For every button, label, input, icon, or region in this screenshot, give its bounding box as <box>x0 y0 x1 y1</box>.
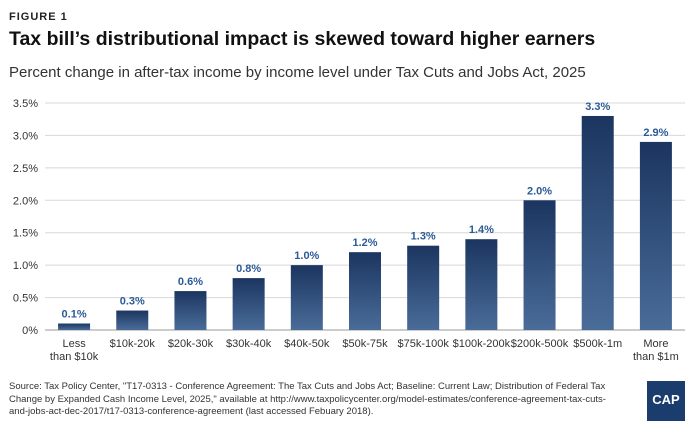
bar <box>116 310 149 330</box>
logo-background <box>647 381 685 421</box>
x-tick-label: $500k-1m <box>573 338 622 350</box>
bar <box>349 252 381 330</box>
chart-title: Tax bill’s distributional impact is skew… <box>9 28 596 50</box>
x-tick-label: $40k-50k <box>284 338 330 350</box>
y-tick-label: 1.0% <box>13 260 38 272</box>
x-tick-label: than $10k <box>50 351 99 363</box>
y-tick-label: 3.0% <box>13 130 38 142</box>
bar-value-label: 0.3% <box>120 296 145 308</box>
value-labels: 0.1% 0.3% 0.6% 0.8% 1.0% 1.2% 1.3% 1.4% 2.0% 3.3%… <box>62 101 669 321</box>
x-tick-label: $10k-20k <box>110 338 156 350</box>
x-tick-label: $30k-40k <box>226 338 272 350</box>
y-tick-label: 2.0% <box>13 195 38 207</box>
x-tick-label: $20k-30k <box>168 338 214 350</box>
source-note: Source: Tax Policy Center, "T17-0313 - C… <box>9 381 606 417</box>
bar <box>290 265 323 330</box>
bar <box>523 200 556 330</box>
bar <box>58 323 91 330</box>
bar-value-label: 0.6% <box>178 276 203 288</box>
y-tick-label: 0.5% <box>13 293 38 305</box>
bar <box>407 245 440 330</box>
x-tick-label: $100k-200k <box>453 338 511 350</box>
x-tick-label: Less <box>62 338 86 350</box>
bar-value-label: 1.0% <box>294 250 319 262</box>
bar-value-label: 3.3% <box>585 101 610 113</box>
bar-value-label: 1.3% <box>411 231 436 243</box>
y-tick-label: 0% <box>22 325 38 337</box>
bar <box>465 239 498 330</box>
bar-chart: 0%0.5%1.0%1.5%2.0%2.5%3.0%3.5% 0.1%0.3%0… <box>13 98 685 363</box>
bar <box>581 115 614 330</box>
bar-value-label: 2.0% <box>527 185 552 197</box>
x-tick-label: $200k-500k <box>511 338 569 350</box>
x-tick-label: $75k-100k <box>397 338 449 350</box>
bar-value-label: 2.9% <box>643 127 668 139</box>
x-tick-label: $50k-75k <box>342 338 388 350</box>
bars <box>58 115 672 330</box>
x-tick-label: More <box>643 338 668 350</box>
chart-subtitle: Percent change in after-tax income by in… <box>9 64 586 81</box>
bar <box>174 291 207 330</box>
logo-text: CAP <box>652 392 680 407</box>
y-tick-label: 3.5% <box>13 98 38 110</box>
figure-label: FIGURE 1 <box>9 11 68 23</box>
y-axis-ticks: 0% 0.5% 1.0% 1.5% 2.0% 2.5% 3.0% 3.5% <box>13 98 38 337</box>
bar-value-label: 0.1% <box>62 309 87 321</box>
y-tick-label: 2.5% <box>13 163 38 175</box>
bar-value-label: 1.4% <box>469 224 494 236</box>
bar <box>232 278 265 330</box>
x-tick-label: than $1m <box>633 351 679 363</box>
y-tick-label: 1.5% <box>13 228 38 240</box>
bar-value-label: 0.8% <box>236 263 261 275</box>
bar-value-label: 1.2% <box>352 237 377 249</box>
cap-logo: CAP <box>647 381 685 421</box>
bar <box>639 141 672 330</box>
